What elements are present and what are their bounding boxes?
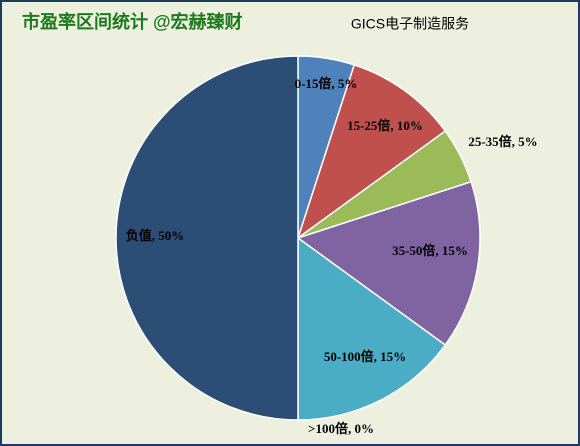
- data-label: 0-15倍, 5%: [295, 76, 358, 91]
- chart-title: 市盈率区间统计 @宏赫臻财: [22, 11, 243, 32]
- pie-slice: [296, 180, 481, 347]
- data-label: >100倍, 0%: [308, 421, 374, 436]
- data-label: 35-50倍, 15%: [392, 243, 468, 258]
- data-label: 25-35倍, 5%: [468, 134, 537, 149]
- chart-subtitle: GICS电子制造服务: [351, 16, 469, 32]
- data-label: 负值, 50%: [126, 228, 185, 243]
- data-label: 50-100倍, 15%: [324, 349, 406, 364]
- pie-slice: [296, 63, 447, 240]
- pie-slice: [115, 55, 299, 421]
- pie-slice: [297, 236, 447, 421]
- data-label: 15-25倍, 10%: [347, 118, 423, 133]
